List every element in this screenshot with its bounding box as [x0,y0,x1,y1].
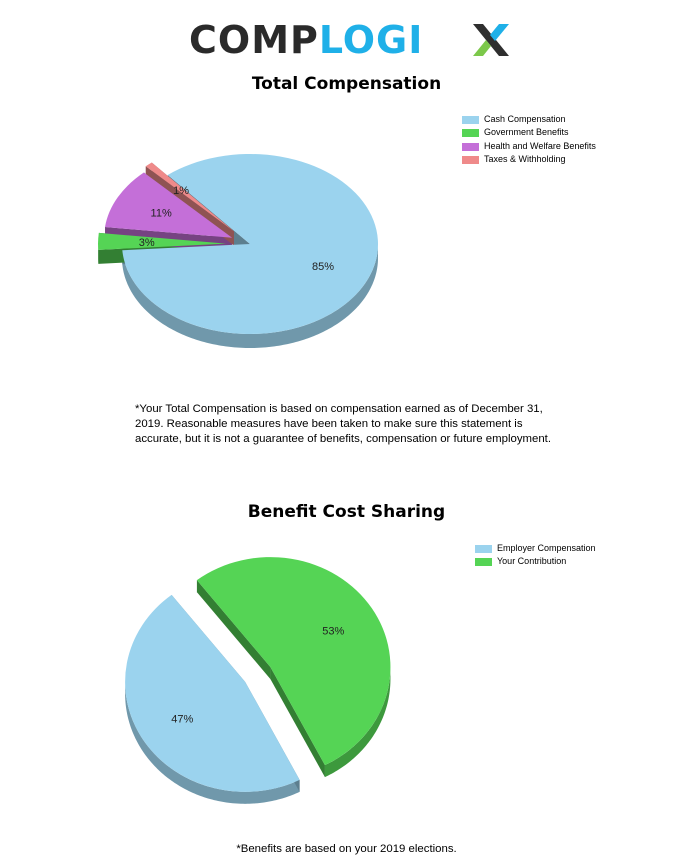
benefit-cost-sharing-pie: 47% 53% [125,557,391,804]
pie-slice-side-your-contribution [196,580,391,778]
pie-slice-rim [125,683,300,804]
pie-slice-cut [196,580,271,680]
complogix-logo: COMPLOGI [185,16,515,64]
pie-label-employer-compensation: 47% [171,713,193,725]
legend-item-taxes-and-withholding: Taxes & Withholding [462,153,596,166]
pie-slice-rim [122,245,378,348]
logo-wordmark: COMPLOGI [189,18,424,62]
legend-item-your-contribution: Your Contribution [475,555,596,568]
legend-item-employer-compensation: Employer Compensation [475,542,596,555]
legend-label: Employer Compensation [497,543,596,553]
logo-x-mark [473,24,509,56]
pie-slice-your-contribution [196,557,391,766]
legend-label: Taxes & Withholding [484,154,566,165]
pie-slice-taxes-and-withholding [145,162,235,232]
pie-slice-employer-compensation [125,594,300,792]
legend-swatch [475,544,492,553]
pie-label-taxes-and-withholding: 1% [173,185,189,197]
legend-item-cash-compensation: Cash Compensation [462,113,596,126]
legend-item-government-benefits: Government Benefits [462,126,596,139]
pie-label-cash-compensation: 85% [312,261,334,273]
pie-slice-government-benefits [98,232,227,250]
benefit-cost-sharing-title: Benefit Cost Sharing [247,502,446,522]
total-compensation-legend: Cash Compensation Government Benefits Heal… [462,113,596,167]
pie-slice-cash-compensation [122,154,378,334]
legend-swatch [462,115,479,124]
pie-label-health-and-welfare-benefits: 11% [151,208,172,220]
legend-swatch [475,558,492,567]
legend-label: Health and Welfare Benefits [484,140,596,151]
total-compensation-pie: 85% 3% 11%1% [98,154,378,348]
pie-label-your-contribution: 53% [322,626,344,638]
legend-item-health-and-welfare-benefits: Health and Welfare Benefits [462,140,596,153]
total-compensation-title: Total Compensation [251,74,442,94]
legend-label: Your Contribution [497,556,567,567]
legend-label: Cash Compensation [484,114,566,124]
legend-swatch [462,129,479,138]
legend-swatch [462,142,479,151]
legend-label: Government Benefits [484,127,569,138]
pie-slice-health-and-welfare-benefits [105,172,233,238]
benefit-cost-sharing-legend: Employer Compensation Your Contribution [475,542,596,569]
benefits-footnote: *Benefits are based on your 2019 electio… [236,843,457,855]
total-compensation-footnote: *Your Total Compensation is based on com… [135,403,551,445]
pie-slice-cut [270,667,325,778]
pie-label-government-benefits: 3% [139,237,155,249]
pie-slice-rim [324,667,391,778]
legend-swatch [462,155,479,164]
